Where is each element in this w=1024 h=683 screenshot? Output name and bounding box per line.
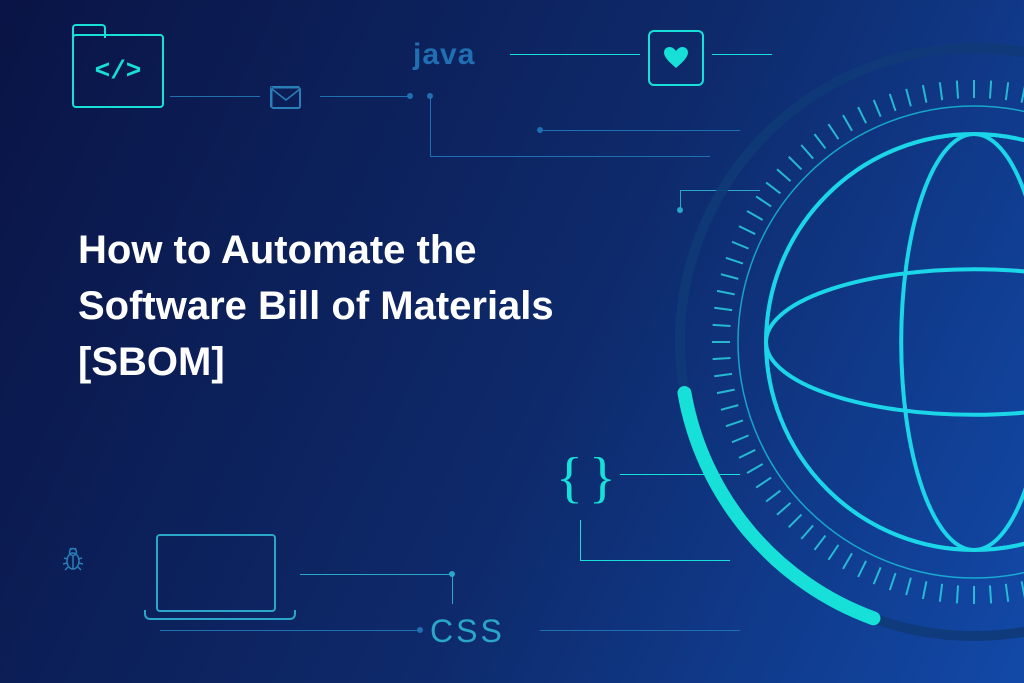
java-label: java bbox=[413, 38, 475, 72]
title-line-3: [SBOM] bbox=[78, 334, 554, 390]
envelope-icon bbox=[270, 86, 300, 108]
page-title: How to Automate the Software Bill of Mat… bbox=[78, 222, 554, 390]
title-line-2: Software Bill of Materials bbox=[78, 278, 554, 334]
globe-icon bbox=[664, 32, 1024, 652]
title-line-1: How to Automate the bbox=[78, 222, 554, 278]
bug-icon bbox=[60, 546, 86, 579]
code-folder-icon: </> bbox=[72, 34, 164, 108]
laptop-icon bbox=[156, 534, 276, 612]
code-bracket-icon: </> bbox=[74, 36, 162, 106]
curly-braces-icon: { } bbox=[556, 446, 612, 510]
css-label: CSS bbox=[430, 613, 505, 650]
hero-graphic: How to Automate the Software Bill of Mat… bbox=[0, 0, 1024, 683]
